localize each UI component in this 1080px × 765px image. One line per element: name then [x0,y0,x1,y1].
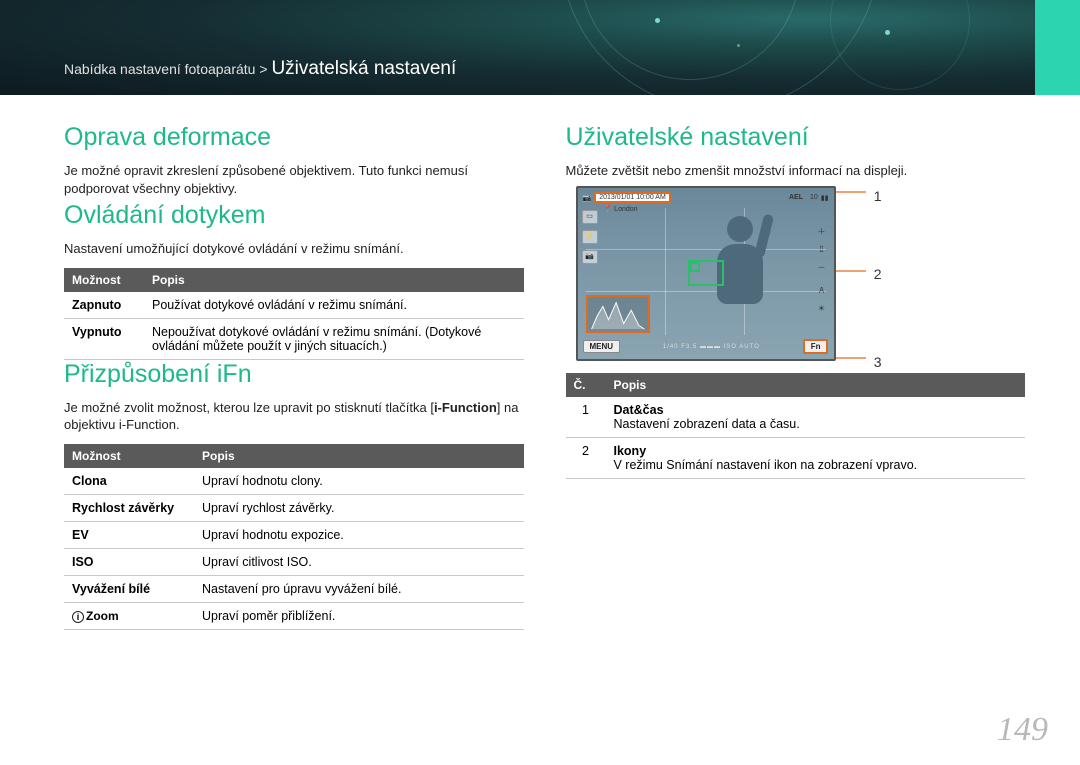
section-title-user: Uživatelské nastavení [566,123,1026,152]
callout-table: Č. Popis 1 Dat&čas Nastavení zobrazení d… [566,373,1026,479]
table-row: iⓘ ZoomZoomUpraví poměr přiblížení. [64,602,524,629]
touch-options-table: Možnost Popis Zapnuto Používat dotykové … [64,268,524,360]
exposure-readout: 1/40 F3.5 ▬▬▬ ISO AUTO [663,344,760,350]
table-row: Zapnuto Používat dotykové ovládání v rež… [64,292,524,319]
th-desc: Popis [194,444,524,468]
row-title: Dat&čas [614,403,664,417]
shots-left: 10 [810,194,818,201]
table-row: Vyvážení bíléNastavení pro úpravu vyváže… [64,575,524,602]
th-desc: Popis [144,268,524,292]
callout-2: 2 [874,266,882,282]
th-option: Možnost [64,268,144,292]
menu-button: MENU [583,340,621,353]
table-row: Vypnuto Nepoužívat dotykové ovládání v r… [64,318,524,359]
table-row: 1 Dat&čas Nastavení zobrazení data a čas… [566,397,1026,438]
breadcrumb-prefix: Nabídka nastavení fotoaparátu > [64,61,271,77]
section-title-ifn: Přizpůsobení iFn [64,360,524,389]
section-title-dotykem: Ovládání dotykem [64,201,524,230]
th-num: Č. [566,373,606,397]
camera-mode-icon: 📷 [583,194,592,202]
breadcrumb-current: Uživatelská nastavení [271,58,456,79]
camera-screen-diagram: 📷 2013/01/01 10:00 AM AEL 10 ▮▮ 📍 London… [576,186,886,361]
section-body: Je možné zvolit možnost, kterou lze upra… [64,399,524,434]
th-desc: Popis [606,373,1026,397]
section-body: Nastavení umožňující dotykové ovládání v… [64,240,524,258]
table-row: EVUpraví hodnotu expozice. [64,521,524,548]
histogram-icon [586,295,650,333]
table-row: ClonaUpraví hodnotu clony. [64,468,524,495]
fn-button: Fn [803,339,829,354]
row-desc: V režimu Snímání nastavení ikon na zobra… [614,458,918,472]
section-body: Je možné opravit zkreslení způsobené obj… [64,162,524,197]
th-option: Možnost [64,444,194,468]
header-banner: Nabídka nastavení fotoaparátu > Uživatel… [0,0,1080,95]
row-desc: Nastavení zobrazení data a času. [614,417,800,431]
section-title-deformace: Oprava deformace [64,123,524,152]
row-title: Ikony [614,444,647,458]
page-number: 149 [997,711,1048,749]
table-row: 2 Ikony V režimu Snímání nastavení ikon … [566,437,1026,478]
callout-3: 3 [874,354,882,370]
ael-label: AEL [789,194,803,201]
breadcrumb: Nabídka nastavení fotoaparátu > Uživatel… [64,58,456,80]
section-body: Můžete zvětšit nebo zmenšit množství inf… [566,162,1026,180]
table-row: ISOUpraví citlivost ISO. [64,548,524,575]
focus-brackets [688,260,724,286]
callout-1: 1 [874,188,882,204]
battery-icon: ▮▮ [821,194,829,202]
table-row: Rychlost závěrkyUpraví rychlost závěrky. [64,494,524,521]
camera-date: 2013/01/01 10:00 AM [594,192,671,203]
ifn-options-table: Možnost Popis ClonaUpraví hodnotu clony.… [64,444,524,630]
